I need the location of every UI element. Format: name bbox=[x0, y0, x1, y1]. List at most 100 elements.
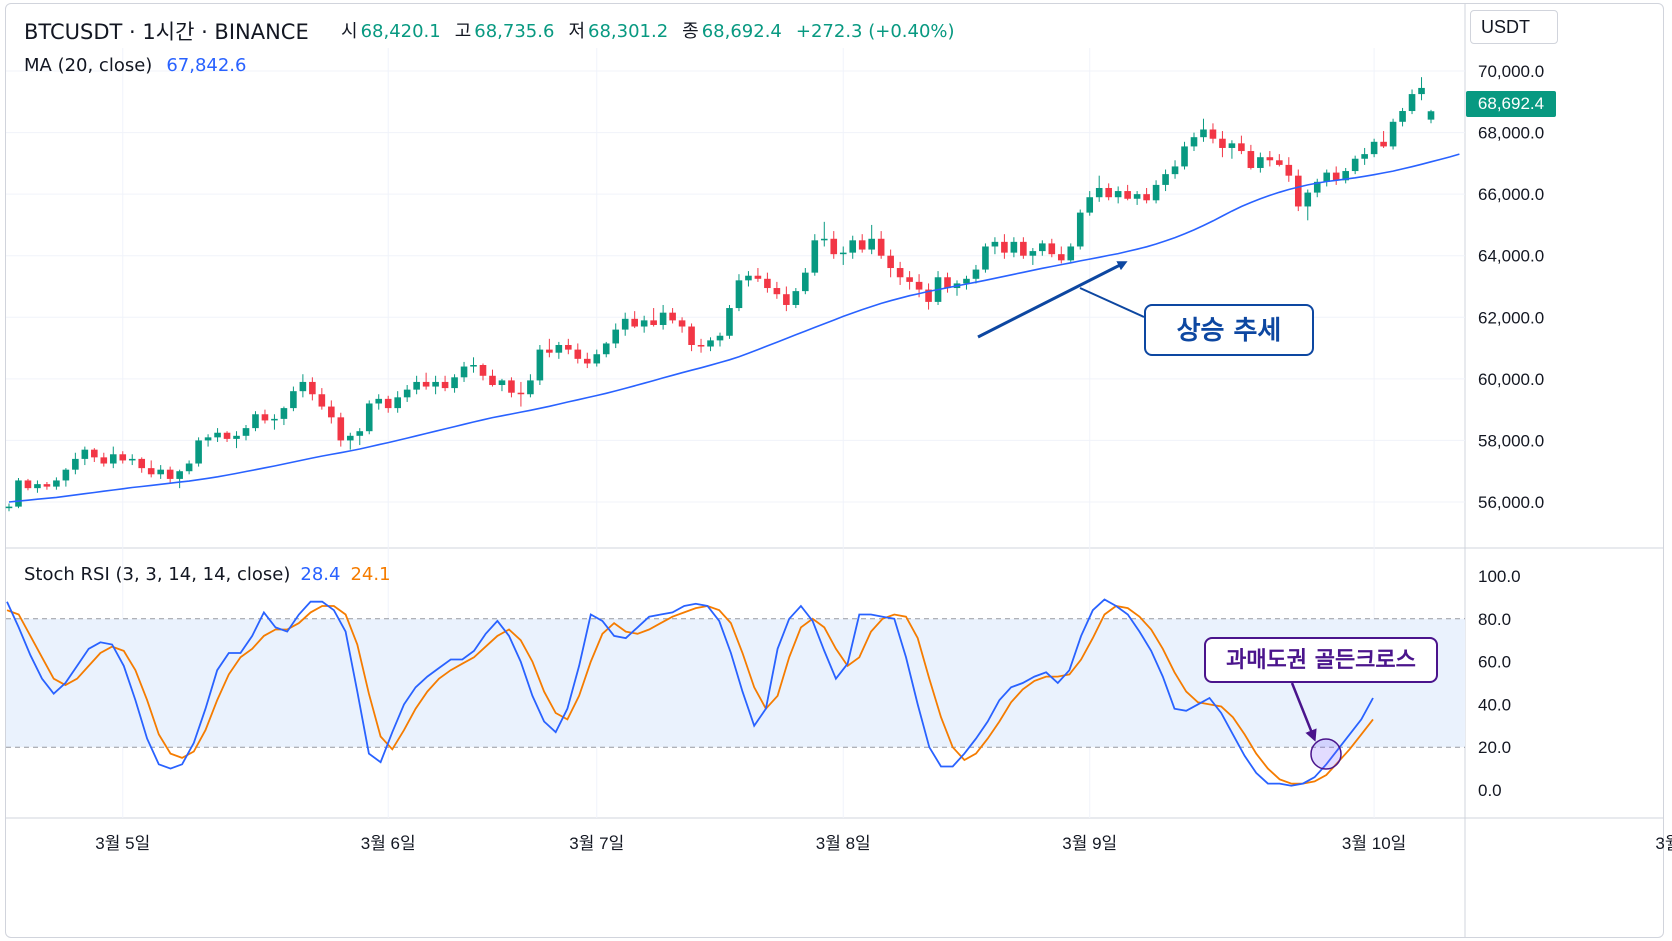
candle-body bbox=[166, 469, 174, 479]
candle-body bbox=[877, 238, 885, 256]
candle-body bbox=[337, 417, 345, 441]
candle-body bbox=[204, 437, 212, 441]
time-tick-label: 3월 5일 bbox=[95, 834, 150, 853]
ma-name: MA (20, close) bbox=[24, 55, 153, 76]
candle-body bbox=[972, 269, 980, 279]
open-label: 시 bbox=[341, 21, 358, 42]
candle-body bbox=[1332, 172, 1340, 181]
candle-body bbox=[62, 469, 70, 481]
cross-arrow bbox=[1290, 682, 1317, 742]
candle-body bbox=[356, 431, 364, 436]
time-axis[interactable]: 3월 5일 3월 6일 3월 7일 3월 8일 3월 9일 3월 10일 3월 11일 bbox=[95, 834, 1672, 853]
candle-body bbox=[1418, 87, 1425, 95]
candle-body bbox=[375, 398, 383, 404]
candle-body bbox=[1152, 184, 1160, 201]
candle-body bbox=[72, 458, 79, 470]
high-label: 고 bbox=[454, 21, 472, 42]
candle-body bbox=[1181, 146, 1188, 167]
symbol-title[interactable]: BTCUSDT · 1시간 · BINANCE bbox=[24, 20, 309, 44]
candle-body bbox=[773, 288, 781, 295]
stoch-tick-label: 40.0 bbox=[1478, 695, 1511, 714]
trend-leader bbox=[1079, 287, 1145, 318]
candle-body bbox=[1323, 172, 1331, 182]
candle-body bbox=[365, 403, 373, 432]
candle-body bbox=[1076, 212, 1084, 247]
candle-body bbox=[1048, 243, 1056, 255]
candle-body bbox=[489, 375, 496, 386]
candle-body bbox=[754, 275, 762, 279]
candle-body bbox=[1143, 194, 1150, 201]
candle-body bbox=[546, 349, 553, 353]
stoch-d-line bbox=[6, 605, 1374, 785]
low-value: 68,301.2 bbox=[588, 21, 669, 42]
candle-body bbox=[271, 418, 278, 421]
stoch-k-line bbox=[6, 598, 1374, 787]
candle-body bbox=[1427, 111, 1435, 120]
stoch-tick-label: 60.0 bbox=[1478, 653, 1511, 672]
last-price-tag: 68,692.4 bbox=[1466, 91, 1556, 117]
candle-body bbox=[659, 312, 667, 325]
candle-body bbox=[109, 454, 117, 464]
candle-body bbox=[1408, 94, 1416, 112]
candle-body bbox=[100, 457, 108, 464]
stoch-legend[interactable]: Stoch RSI (3, 3, 14, 14, close) 28.4 24.1 bbox=[24, 564, 391, 585]
close-label: 종 bbox=[682, 21, 699, 42]
candle-body bbox=[1380, 141, 1387, 147]
stoch-d-value: 24.1 bbox=[350, 564, 391, 585]
candle-body bbox=[328, 406, 335, 418]
candle-body bbox=[34, 484, 41, 489]
candle-body bbox=[403, 389, 411, 398]
candle-body bbox=[612, 329, 620, 344]
candle-body bbox=[783, 294, 790, 305]
price-axis[interactable]: 56,000.0 58,000.0 60,000.0 62,000.0 64,000.0… bbox=[1478, 62, 1544, 800]
candle-body bbox=[1276, 160, 1283, 165]
candle-body bbox=[1304, 192, 1312, 207]
currency-unit-button[interactable]: USDT bbox=[1470, 10, 1558, 44]
ma-value: 67,842.6 bbox=[166, 55, 247, 76]
candle-body bbox=[24, 480, 32, 489]
candle-body bbox=[982, 246, 989, 270]
open-value: 68,420.1 bbox=[360, 21, 441, 42]
candle-body bbox=[650, 320, 657, 325]
candle-body bbox=[839, 252, 847, 255]
candle-body bbox=[820, 238, 828, 241]
candle-body bbox=[1342, 171, 1349, 181]
candle-body bbox=[470, 365, 477, 367]
candle-body bbox=[697, 344, 705, 347]
candle-body bbox=[1351, 158, 1359, 172]
candle-body bbox=[81, 449, 89, 459]
candle-body bbox=[868, 238, 875, 250]
candle-body bbox=[536, 349, 544, 381]
price-tick-label: 56,000.0 bbox=[1478, 493, 1544, 512]
candle-body bbox=[157, 469, 164, 475]
candle-body bbox=[830, 238, 838, 255]
ma-legend[interactable]: MA (20, close) 67,842.6 bbox=[24, 55, 246, 76]
candle-body bbox=[906, 277, 913, 282]
time-tick-label: 3월 7일 bbox=[569, 834, 624, 853]
candle-body bbox=[707, 340, 714, 347]
candle-body bbox=[479, 365, 487, 376]
stoch-levels bbox=[6, 618, 1465, 748]
candle-body bbox=[621, 318, 629, 330]
candle-body bbox=[290, 391, 297, 409]
candle-body bbox=[318, 394, 326, 407]
candle-body bbox=[527, 380, 534, 395]
candle-body bbox=[555, 344, 563, 353]
candle-body bbox=[1190, 137, 1198, 147]
candle-body bbox=[1067, 246, 1075, 261]
candle-body bbox=[223, 432, 231, 439]
candle-body bbox=[1124, 191, 1131, 199]
stoch-k-value: 28.4 bbox=[300, 564, 341, 585]
candle-body bbox=[1171, 166, 1179, 175]
candle-body bbox=[119, 454, 127, 461]
candle-body bbox=[451, 377, 458, 389]
price-tick-label: 60,000.0 bbox=[1478, 370, 1544, 389]
candle-body bbox=[849, 240, 857, 253]
candle-body bbox=[887, 255, 894, 269]
candle-body bbox=[1370, 141, 1378, 155]
candle-body bbox=[944, 277, 951, 289]
candles bbox=[5, 77, 1435, 512]
candle-body bbox=[1209, 129, 1217, 139]
candle-body bbox=[574, 349, 582, 359]
